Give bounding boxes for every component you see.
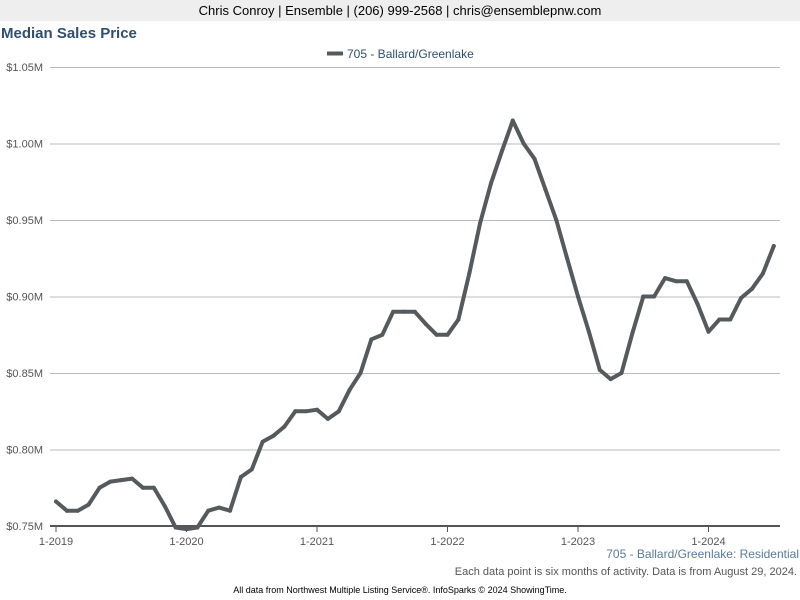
x-tick-label: 1-2019: [39, 536, 73, 548]
median-sales-price-chart: 705 - Ballard/Greenlake $0.75M $0.80M $0.8…: [6, 47, 780, 548]
data-point[interactable]: [86, 502, 91, 507]
data-point[interactable]: [565, 256, 570, 261]
data-point[interactable]: [456, 317, 461, 322]
data-point[interactable]: [325, 416, 330, 421]
data-point[interactable]: [630, 331, 635, 336]
data-point[interactable]: [162, 504, 167, 509]
data-point[interactable]: [532, 156, 537, 161]
data-point[interactable]: [760, 271, 765, 276]
data-point[interactable]: [369, 337, 374, 342]
grid-lines: [50, 67, 780, 451]
x-tick-label: 1-2021: [300, 536, 334, 548]
data-point[interactable]: [195, 525, 200, 530]
data-point[interactable]: [728, 317, 733, 322]
data-point[interactable]: [771, 244, 776, 249]
data-point[interactable]: [521, 141, 526, 146]
y-tick-label: $0.95M: [6, 215, 43, 227]
data-point[interactable]: [499, 149, 504, 154]
data-point[interactable]: [717, 317, 722, 322]
legend-label: 705 - Ballard/Greenlake: [347, 47, 474, 61]
data-point[interactable]: [151, 485, 156, 490]
data-point[interactable]: [663, 276, 667, 281]
data-point[interactable]: [119, 478, 124, 483]
contact-header: Chris Conroy | Ensemble | (206) 999-2568…: [0, 0, 800, 21]
data-point[interactable]: [619, 371, 624, 375]
series-layer: [54, 118, 776, 532]
data-point[interactable]: [554, 218, 559, 222]
y-tick-label: $1.00M: [6, 139, 43, 151]
y-tick-label: $1.05M: [6, 62, 43, 74]
data-point[interactable]: [108, 479, 113, 484]
data-point[interactable]: [282, 424, 287, 429]
x-tick-label: 1-2022: [430, 536, 464, 548]
data-point[interactable]: [434, 332, 439, 337]
data-point[interactable]: [380, 332, 385, 337]
data-point[interactable]: [206, 508, 211, 513]
data-point[interactable]: [271, 433, 276, 438]
data-point[interactable]: [238, 475, 243, 480]
data-point[interactable]: [347, 387, 352, 392]
data-point[interactable]: [597, 367, 602, 372]
data-point[interactable]: [54, 499, 58, 504]
data-point[interactable]: [739, 296, 744, 301]
data-point[interactable]: [684, 279, 689, 284]
data-point[interactable]: [97, 485, 102, 490]
y-tick-label: $0.90M: [6, 292, 43, 304]
data-point[interactable]: [543, 187, 548, 192]
data-point[interactable]: [228, 508, 232, 513]
data-point[interactable]: [75, 508, 80, 513]
y-tick-label: $0.85M: [6, 368, 43, 380]
data-point[interactable]: [641, 294, 646, 299]
data-point[interactable]: [423, 322, 428, 327]
data-point[interactable]: [608, 377, 613, 382]
y-tick-label: $0.80M: [6, 445, 43, 457]
data-point[interactable]: [293, 409, 298, 414]
data-point[interactable]: [249, 467, 254, 472]
data-point[interactable]: [173, 525, 178, 530]
period-footnote: Each data point is six months of activit…: [454, 566, 797, 578]
data-point[interactable]: [402, 309, 406, 314]
data-point[interactable]: [130, 476, 135, 481]
data-point[interactable]: [304, 409, 309, 414]
data-point[interactable]: [358, 371, 363, 375]
region-footnote: 705 - Ballard/Greenlake: Residential: [606, 547, 799, 561]
x-tick-label: 1-2023: [561, 536, 595, 548]
y-axis-labels: $0.75M $0.80M $0.85M $0.90M $0.95M $1.00M $1.0…: [6, 62, 43, 533]
data-point[interactable]: [445, 332, 450, 337]
series-line: [54, 118, 776, 532]
data-point[interactable]: [336, 409, 341, 414]
data-point[interactable]: [586, 329, 591, 334]
data-point[interactable]: [64, 508, 69, 513]
data-point[interactable]: [510, 118, 515, 123]
data-point[interactable]: [706, 329, 711, 334]
data-point[interactable]: [750, 286, 754, 291]
data-point[interactable]: [412, 309, 417, 314]
data-point[interactable]: [695, 302, 700, 307]
data-credit: All data from Northwest Multiple Listing…: [233, 585, 567, 595]
data-point[interactable]: [576, 294, 580, 299]
chart-title: Median Sales Price: [1, 25, 137, 42]
data-point[interactable]: [141, 485, 145, 490]
data-point[interactable]: [652, 294, 657, 299]
data-point[interactable]: [260, 439, 265, 444]
data-point[interactable]: [489, 181, 493, 186]
x-axis: 1-2019 1-2020 1-2021 1-2022 1-2023 1-2024: [39, 525, 780, 548]
data-point[interactable]: [673, 279, 678, 284]
x-tick-label: 1-2024: [691, 536, 725, 548]
data-point[interactable]: [217, 505, 222, 510]
data-point[interactable]: [391, 309, 396, 314]
data-point[interactable]: [478, 221, 483, 226]
y-tick-label: $0.75M: [6, 521, 43, 533]
data-point[interactable]: [184, 527, 189, 532]
legend[interactable]: 705 - Ballard/Greenlake: [327, 47, 474, 61]
data-point[interactable]: [315, 407, 319, 412]
data-point[interactable]: [467, 271, 472, 276]
x-tick-label: 1-2020: [169, 536, 203, 548]
